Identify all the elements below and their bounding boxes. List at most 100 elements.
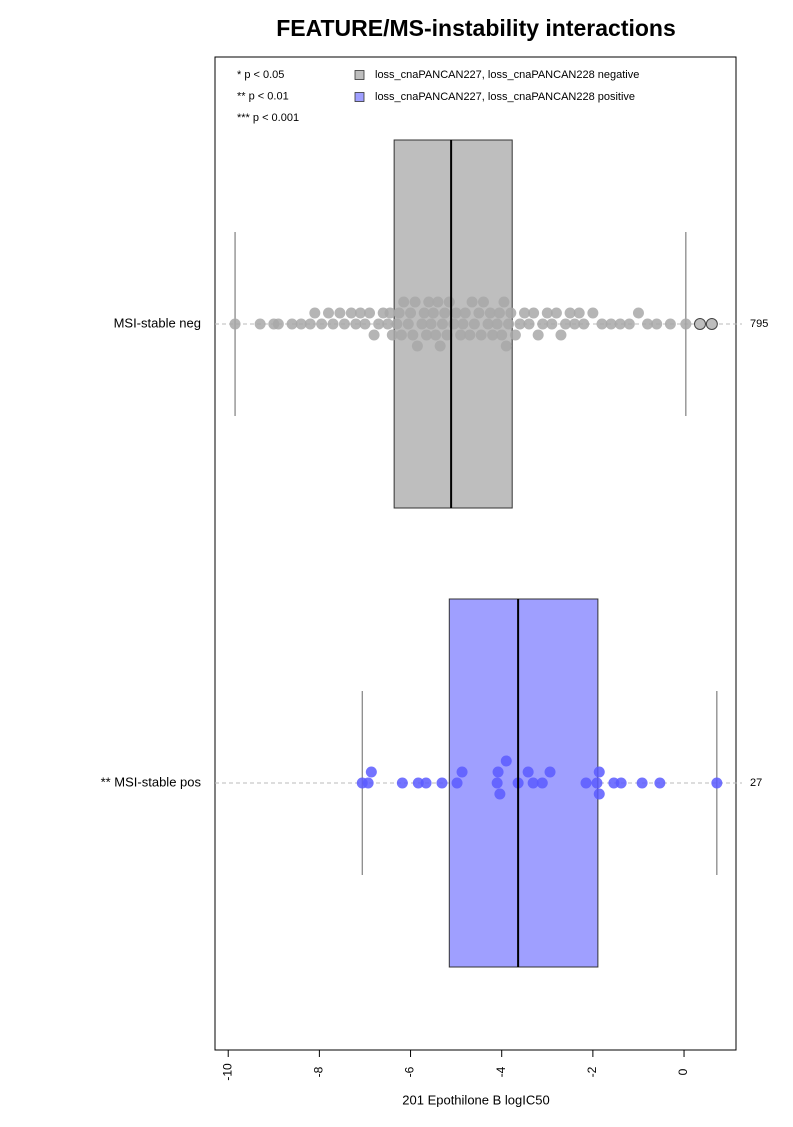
data-point [544,766,556,778]
legend-label: loss_cnaPANCAN227, loss_cnaPANCAN228 pos… [375,91,635,103]
data-point [254,318,266,330]
data-point [439,307,451,319]
data-point [680,318,692,330]
data-point [593,788,605,800]
data-point [477,296,489,308]
data-point [482,318,494,330]
outlier [693,318,706,330]
annotation: * p < 0.05 [237,69,284,81]
data-point [555,329,567,341]
data-point [334,307,346,319]
data-point [373,318,385,330]
data-point [468,318,480,330]
data-point [382,318,394,330]
data-point [416,318,428,330]
data-point [632,307,644,319]
data-point [455,329,467,341]
data-point [654,777,666,789]
data-point [364,307,376,319]
data-point [338,318,350,330]
data-point [456,766,468,778]
data-point [614,318,626,330]
data-point [365,766,377,778]
data-point [494,788,506,800]
data-point [651,318,663,330]
data-point [418,307,430,319]
data-point [664,318,676,330]
data-point [229,318,241,330]
data-point [441,329,453,341]
data-point [491,318,503,330]
data-point [443,296,455,308]
data-point [711,777,723,789]
data-point [509,329,521,341]
data-point [395,329,407,341]
data-point [407,329,419,341]
data-point [386,329,398,341]
data-point [536,777,548,789]
annotation: ** p < 0.01 [237,90,289,102]
outlier [705,318,718,330]
x-tick-label: -10 [220,1063,234,1081]
x-axis-label: 201 Epothilone B logIC50 [402,1092,549,1107]
data-point [500,340,512,352]
data-point [537,318,549,330]
data-point [450,307,462,319]
data-point [578,318,590,330]
plot-frame [214,56,737,1051]
data-point [393,307,405,319]
data-point [345,307,357,319]
count-label: 27 [750,777,762,789]
data-point [500,755,512,767]
data-point [514,318,526,330]
data-point [473,307,485,319]
annotation: *** p < 0.001 [237,112,299,124]
x-tick-label: 0 [676,1068,690,1075]
data-point [573,307,585,319]
data-point [272,318,284,330]
data-point [636,777,648,789]
data-point [492,766,504,778]
data-point [569,318,581,330]
chart-title: FEATURE/MS-instability interactions [276,15,676,41]
data-point [430,329,442,341]
legend-swatch [354,70,365,80]
data-point [550,307,562,319]
data-point [498,296,510,308]
data-point [519,307,531,319]
data-point [642,318,654,330]
x-tick-label: -2 [585,1066,599,1077]
data-point [596,318,608,330]
data-point [505,307,517,319]
data-point [593,766,605,778]
data-point [434,340,446,352]
data-point [411,340,423,352]
data-point [396,777,408,789]
data-point [523,318,535,330]
data-point [580,777,592,789]
data-point [432,296,444,308]
data-point [503,318,515,330]
data-point [420,329,432,341]
data-point [436,318,448,330]
data-point [402,318,414,330]
data-point [425,318,437,330]
data-point [587,307,599,319]
data-point [354,307,366,319]
group-label: MSI-stable neg [114,315,201,330]
data-point [327,318,339,330]
data-point [475,329,487,341]
data-point [391,318,403,330]
data-point [484,307,496,319]
data-point [496,329,508,341]
data-point [405,307,417,319]
data-point [322,307,334,319]
x-tick-label: -4 [494,1066,508,1077]
data-point [546,318,558,330]
data-point [412,777,424,789]
data-point [493,307,505,319]
data-point [427,307,439,319]
data-point [615,777,627,789]
legend-swatch [354,92,365,102]
